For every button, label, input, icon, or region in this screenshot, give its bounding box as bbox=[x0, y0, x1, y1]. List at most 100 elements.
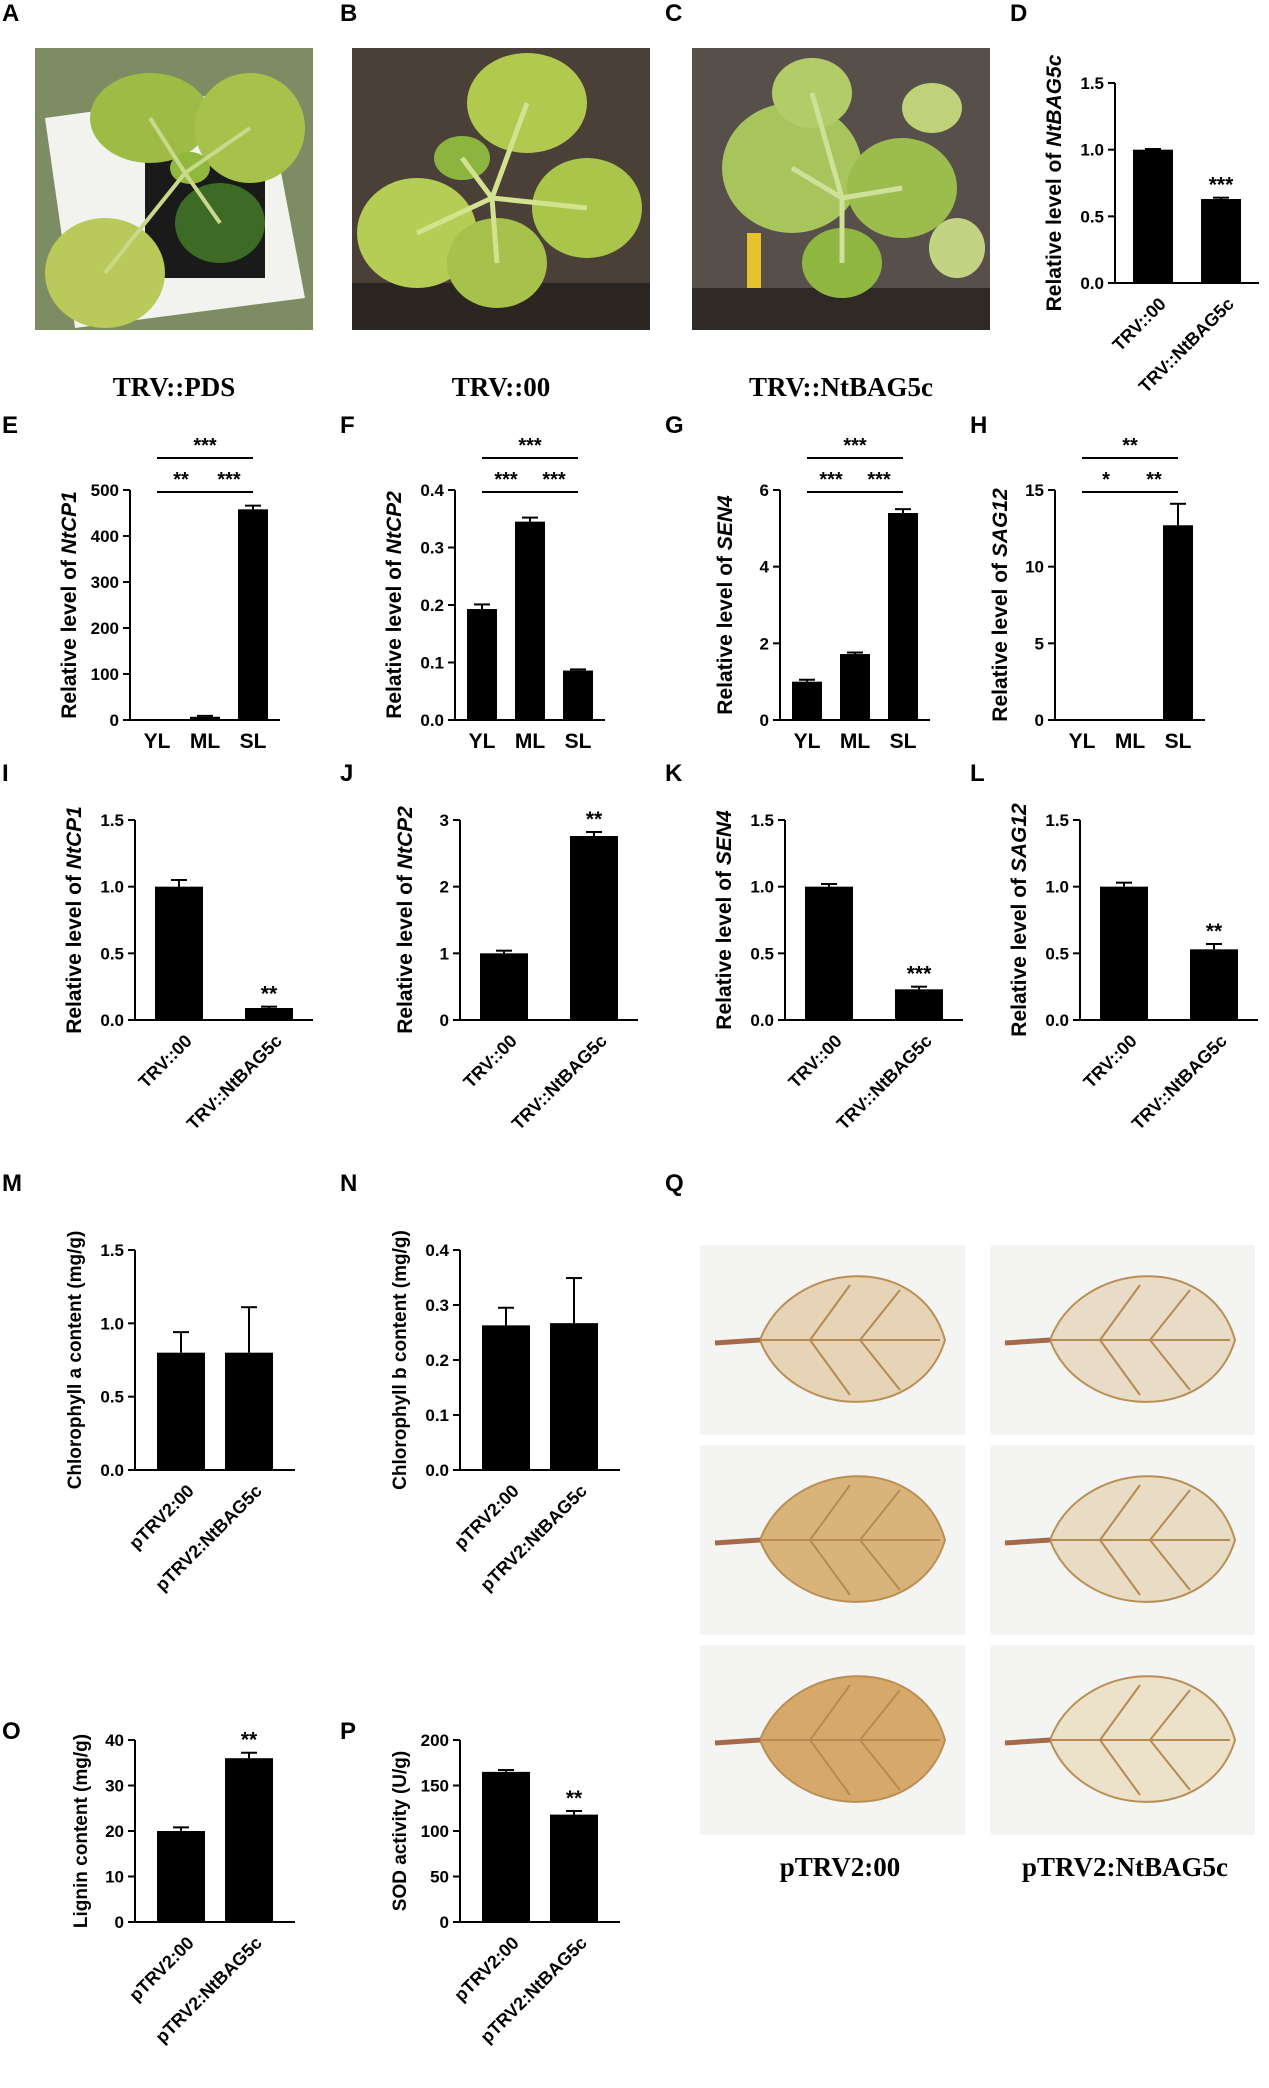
chart-m-y-tick-label: 0.0 bbox=[100, 1461, 124, 1480]
chart-o-y-label: Lignin content (mg/g) bbox=[71, 1734, 92, 1928]
chart-m-x-label: pTRV2:00 bbox=[125, 1481, 198, 1554]
chart-m-chlorophyll-a: 0.00.51.01.5pTRV2:00pTRV2:NtBAG5cChlorop… bbox=[65, 1231, 295, 1595]
chart-m-y-label-text: Chlorophyll a content (mg/g) bbox=[65, 1231, 86, 1490]
chart-h-y-label-text: Relative level of bbox=[989, 557, 1012, 722]
photo-trv-00 bbox=[352, 48, 650, 330]
chart-g-y-tick-label: 4 bbox=[760, 558, 770, 577]
chart-m-bar-0 bbox=[157, 1352, 205, 1470]
chart-h-y-tick-label: 15 bbox=[1025, 481, 1044, 500]
chart-f-y-tick-label: 0.3 bbox=[420, 539, 444, 558]
chart-j-bar-0 bbox=[480, 953, 528, 1020]
chart-h-bar-2 bbox=[1163, 525, 1193, 720]
chart-j-y-tick-label: 0 bbox=[440, 1011, 449, 1030]
chart-h-x-label: SL bbox=[1165, 730, 1192, 753]
chart-d-x-label: TRV::00 bbox=[1109, 294, 1170, 355]
leaf-veins bbox=[760, 1284, 940, 1396]
leaf-veins bbox=[1050, 1284, 1230, 1396]
panel-letter-p: P bbox=[340, 1718, 357, 1745]
leaf-veins bbox=[1050, 1484, 1230, 1596]
chart-n-y-tick-label: 0.2 bbox=[425, 1351, 449, 1370]
chart-m-y-tick-label: 1.5 bbox=[100, 1241, 124, 1260]
panel-letter-d: D bbox=[1010, 0, 1028, 27]
chart-g-y-tick-label: 6 bbox=[760, 481, 769, 500]
chart-o-x-label: pTRV2:00 bbox=[125, 1933, 198, 2006]
chart-j-x-label: TRV::NtBAG5c bbox=[508, 1031, 611, 1134]
chart-e-y-tick-label: 400 bbox=[91, 527, 119, 546]
chart-h-x-label: ML bbox=[1115, 730, 1145, 753]
chart-o-bar-1 bbox=[225, 1758, 273, 1922]
chart-e-y-tick-label: 0 bbox=[110, 711, 119, 730]
panel-letter-a: A bbox=[2, 0, 20, 27]
chart-f-y-tick-label: 0.0 bbox=[420, 711, 444, 730]
chart-k-y-label-text: Relative level of bbox=[713, 865, 736, 1030]
chart-m-y-tick-label: 0.5 bbox=[100, 1388, 124, 1407]
leaf-veins bbox=[760, 1484, 940, 1596]
chart-m-y-tick-label: 1.0 bbox=[100, 1314, 124, 1333]
chart-o-y-tick-label: 20 bbox=[105, 1822, 124, 1841]
chart-n-y-tick-label: 0.1 bbox=[425, 1406, 449, 1425]
chart-e-y-label-gene: NtCP1 bbox=[58, 491, 81, 554]
chart-g-x-label: SL bbox=[890, 730, 917, 753]
chart-i-y-tick-label: 0.0 bbox=[100, 1011, 124, 1030]
leaf-petiole bbox=[1004, 1337, 1051, 1346]
chart-d-bar-0 bbox=[1133, 149, 1173, 283]
chart-p-y-label-text: SOD activity (U/g) bbox=[390, 1751, 411, 1911]
chart-i-y-tick-label: 0.5 bbox=[100, 944, 124, 963]
chart-l-y-tick-label: 1.5 bbox=[1045, 811, 1069, 830]
chart-g-y-label: Relative level of SEN4 bbox=[714, 495, 737, 715]
chart-k-y-tick-label: 1.0 bbox=[750, 878, 774, 897]
chart-p-y-label: SOD activity (U/g) bbox=[390, 1751, 411, 1911]
chart-h-bracket-label: ** bbox=[1122, 435, 1138, 457]
leaf-veins bbox=[1050, 1684, 1230, 1796]
leaf-veins bbox=[760, 1684, 940, 1796]
chart-e-y-tick-label: 100 bbox=[91, 665, 119, 684]
chart-l-bar-0 bbox=[1100, 886, 1148, 1020]
photo-trv-ntbag5c bbox=[692, 48, 990, 330]
chart-o-y-label-text: Lignin content (mg/g) bbox=[71, 1734, 92, 1928]
chart-g-y-tick-label: 0 bbox=[760, 711, 769, 730]
chart-d-y-tick-label: 1.5 bbox=[1080, 74, 1104, 93]
caption-trv-pds: TRV::PDS bbox=[112, 372, 236, 402]
chart-j-significance: ** bbox=[586, 808, 603, 831]
chart-o-y-tick-label: 10 bbox=[105, 1868, 124, 1887]
chart-j-y-label: Relative level of NtCP2 bbox=[394, 806, 417, 1034]
chart-h-y-label-gene: SAG12 bbox=[989, 488, 1012, 557]
chart-f-y-tick-label: 0.4 bbox=[420, 481, 444, 500]
chart-l-y-tick-label: 0.0 bbox=[1045, 1011, 1069, 1030]
chart-e-bracket-label: ** bbox=[173, 469, 189, 491]
photo-trv-pds bbox=[35, 48, 313, 330]
chart-n-chlorophyll-b: 0.00.10.20.30.4pTRV2:00pTRV2:NtBAG5cChlo… bbox=[390, 1230, 620, 1595]
chart-i-significance: ** bbox=[261, 983, 278, 1006]
chart-e-bracket-label: *** bbox=[217, 469, 241, 491]
chart-l-bar-1 bbox=[1190, 949, 1238, 1020]
chart-m-y-label: Chlorophyll a content (mg/g) bbox=[65, 1231, 86, 1490]
chart-e-y-tick-label: 500 bbox=[91, 481, 119, 500]
panel-letter-g: G bbox=[665, 412, 684, 439]
chart-d-y-label-gene: NtBAG5c bbox=[1043, 54, 1066, 147]
chart-f-y-label-text: Relative level of bbox=[383, 554, 406, 719]
chart-e-y-tick-label: 200 bbox=[91, 619, 119, 638]
chart-k-y-tick-label: 1.5 bbox=[750, 811, 774, 830]
chart-e-bar-1 bbox=[190, 716, 220, 720]
leaf-photo-r1-c1 bbox=[700, 1245, 965, 1435]
chart-i-x-label: TRV::NtBAG5c bbox=[183, 1031, 286, 1134]
chart-p-bar-1 bbox=[550, 1814, 598, 1922]
chart-f-bracket-label: *** bbox=[518, 435, 542, 457]
chart-h-y-label: Relative level of SAG12 bbox=[989, 488, 1012, 722]
panel-letter-m: M bbox=[2, 1170, 22, 1197]
chart-p-y-tick-label: 200 bbox=[421, 1731, 449, 1750]
chart-i-bar-1 bbox=[245, 1008, 293, 1020]
chart-i-bar-0 bbox=[155, 886, 203, 1020]
leaf-photo-r3-c1 bbox=[700, 1645, 965, 1835]
chart-d-bar-1 bbox=[1201, 199, 1241, 283]
panel-letter-e: E bbox=[2, 412, 19, 439]
chart-e-x-label: YL bbox=[144, 730, 171, 753]
chart-e-x-label: SL bbox=[240, 730, 267, 753]
chart-i-y-label: Relative level of NtCP1 bbox=[63, 806, 86, 1034]
chart-g-bracket-label: *** bbox=[867, 469, 891, 491]
